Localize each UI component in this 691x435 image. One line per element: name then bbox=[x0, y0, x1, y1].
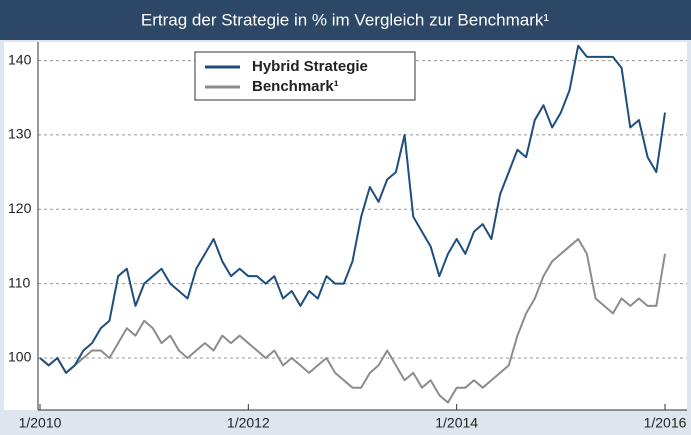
series-line bbox=[39, 238, 666, 404]
series-line bbox=[39, 44, 666, 374]
x-tick-label: 1/2012 bbox=[227, 415, 270, 431]
x-tick-label: 1/2016 bbox=[644, 415, 687, 431]
chart-title: Ertrag der Strategie in % im Vergleich z… bbox=[141, 10, 550, 29]
y-tick-label: 120 bbox=[8, 200, 32, 216]
y-tick-label: 110 bbox=[8, 274, 31, 290]
legend-label: Hybrid Strategie bbox=[252, 58, 368, 75]
plot-background bbox=[4, 42, 687, 410]
legend-box bbox=[194, 51, 416, 101]
y-tick-label: 100 bbox=[8, 349, 32, 365]
title-bar bbox=[0, 0, 691, 40]
y-tick-label: 140 bbox=[8, 51, 32, 67]
x-tick-label: 1/2014 bbox=[435, 415, 478, 431]
legend-label: Benchmark¹ bbox=[252, 78, 339, 95]
x-tick-label: 1/2010 bbox=[19, 415, 62, 431]
y-tick-label: 130 bbox=[8, 126, 32, 142]
